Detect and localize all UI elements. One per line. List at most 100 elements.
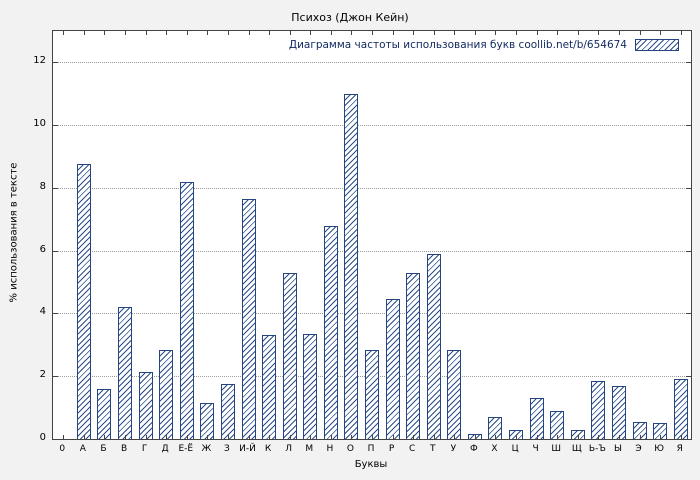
y-tick-mark [53, 376, 58, 378]
x-tick-mark [186, 435, 188, 439]
legend-swatch [635, 39, 679, 51]
x-tick-label: Г [141, 444, 148, 454]
y-tick-mark [53, 62, 58, 64]
x-tick-mark [269, 31, 271, 35]
x-tick-label: М [305, 444, 314, 454]
x-tick-label: Ь-Ъ [588, 444, 606, 454]
x-tick-mark [310, 435, 312, 439]
x-tick-mark [372, 435, 373, 439]
x-tick-mark [536, 31, 538, 35]
x-tick-mark [145, 435, 147, 439]
bar-Г [138, 371, 153, 439]
y-tick-label: 4 [39, 306, 46, 318]
bar-Д [159, 349, 174, 439]
x-tick-label: Х [491, 444, 498, 454]
bar-М [303, 333, 318, 439]
x-tick-mark [63, 31, 65, 35]
legend: Диаграмма частоты использования букв coo… [285, 37, 682, 53]
x-tick-mark [536, 435, 538, 439]
x-tick-mark [433, 435, 435, 439]
x-tick-label: 0 [59, 444, 66, 454]
x-tick-mark [269, 435, 271, 439]
bar-Ш [550, 410, 565, 439]
x-tick-label: О [346, 444, 354, 454]
x-tick-label: Е-Ё [178, 444, 194, 454]
x-tick-label: П [367, 444, 375, 454]
x-tick-mark [227, 31, 229, 35]
chart-title: Психоз (Джон Кейн) [291, 11, 409, 24]
bar-Е-Ё [179, 181, 194, 439]
x-tick-label: Э [635, 444, 642, 454]
x-tick-mark [639, 435, 641, 439]
x-tick-mark [310, 31, 312, 35]
bar-Я [673, 379, 688, 439]
x-tick-label: К [264, 444, 272, 454]
x-tick-mark [330, 435, 332, 439]
x-tick-mark [516, 435, 518, 439]
x-axis-label: Буквы [354, 459, 388, 470]
bar-Ю [653, 423, 668, 439]
x-tick-mark [186, 31, 188, 35]
plot-area: Диаграмма частоты использования букв coo… [52, 30, 692, 440]
gridline [53, 187, 691, 189]
bar-У [447, 349, 462, 439]
bar-З [220, 384, 235, 439]
x-tick-mark [207, 31, 209, 35]
x-tick-label: И-Й [239, 444, 256, 454]
x-tick-label: С [409, 444, 416, 454]
x-tick-mark [680, 435, 682, 439]
bar-В [118, 307, 133, 439]
x-tick-label: Ж [201, 444, 212, 454]
x-tick-mark [454, 31, 456, 35]
x-tick-mark [577, 31, 579, 35]
x-tick-mark [83, 31, 85, 35]
bar-Б [97, 388, 112, 439]
x-tick-mark [454, 435, 456, 439]
x-tick-mark [248, 435, 250, 439]
x-tick-mark [125, 31, 127, 35]
x-tick-mark [598, 31, 600, 35]
x-tick-label: В [120, 444, 128, 454]
x-tick-mark [598, 435, 600, 439]
x-tick-mark [330, 31, 332, 35]
x-tick-label: А [79, 444, 86, 454]
bar-Ч [529, 398, 544, 439]
x-tick-mark [125, 435, 127, 439]
y-tick-mark [53, 187, 58, 189]
y-tick-mark [686, 376, 691, 378]
bar-С [406, 272, 421, 439]
x-tick-label: Ы [613, 444, 622, 454]
x-tick-mark [474, 435, 476, 439]
x-tick-label: Д [161, 444, 169, 454]
x-tick-mark [63, 435, 65, 439]
y-tick-mark [686, 125, 691, 127]
y-tick-mark [53, 250, 58, 252]
y-tick-mark [686, 250, 691, 252]
x-tick-label: Ч [532, 444, 539, 454]
x-tick-mark [392, 435, 394, 439]
bar-Ь-Ъ [591, 380, 606, 439]
x-tick-mark [83, 435, 85, 439]
x-tick-label: У [450, 444, 457, 454]
y-tick-label: 10 [33, 118, 46, 130]
x-tick-mark [557, 31, 559, 35]
gridline [53, 125, 691, 127]
x-tick-label: Р [388, 444, 395, 454]
gridline [53, 250, 691, 252]
y-tick-mark [686, 187, 691, 189]
y-tick-label: 2 [39, 369, 46, 381]
x-tick-mark [351, 31, 353, 35]
bar-Р [385, 299, 400, 439]
bar-Э [632, 421, 647, 439]
x-tick-mark [104, 435, 106, 439]
y-tick-label: 0 [39, 432, 46, 443]
bar-Т [426, 253, 441, 439]
x-tick-mark [495, 31, 497, 35]
x-tick-mark [289, 435, 291, 439]
x-tick-mark [351, 435, 353, 439]
x-tick-label: Ф [470, 444, 478, 454]
x-tick-mark [474, 31, 476, 35]
y-tick-label: 12 [33, 55, 46, 67]
y-axis-label: % использования в тексте [8, 162, 20, 303]
gridline [53, 62, 691, 64]
